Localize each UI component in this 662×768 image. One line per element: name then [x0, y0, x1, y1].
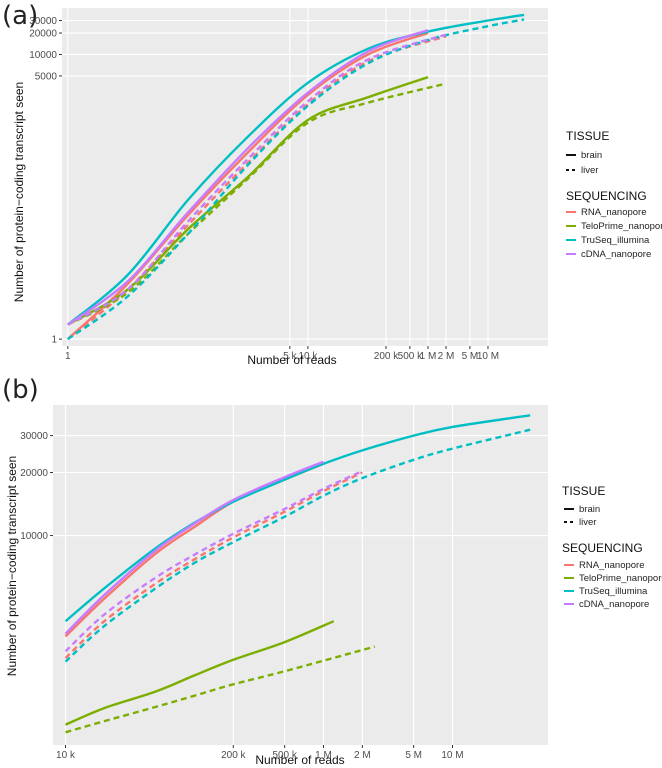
legend-truseq-label: TruSeq_illumina	[581, 235, 650, 246]
x-axis-title-a: Number of reads	[247, 353, 336, 367]
x-tick-label-a-7: 5 M	[462, 351, 479, 362]
series-line-a-truseq-illumina-brain	[67, 13, 525, 326]
series-line-a-cdna-nanopore-brain	[67, 28, 429, 326]
series-line-a-rna-nanopore-liver	[67, 35, 447, 341]
legend-cdna-label: cDNA_nanopore	[581, 249, 651, 260]
y-tick-label-a-0: 1	[51, 335, 57, 346]
legend-rna-label: RNA_nanopore	[581, 207, 647, 218]
x-tick-label-a-8: 10 M	[477, 351, 499, 362]
y-tick-label-a-4: 30000	[29, 16, 57, 27]
series-line-b-rna-nanopore-liver	[64, 471, 363, 659]
y-axis-title-b: Number of protein−coding transcript seen	[5, 456, 19, 676]
legend-brain-label: brain	[579, 504, 600, 515]
series-line-b-cdna-nanopore-liver	[64, 470, 363, 653]
series-line-a-rna-nanopore-brain	[66, 31, 429, 340]
legend-liver-label: liver	[581, 165, 598, 176]
legend-tissue-title: TISSUE	[562, 484, 605, 498]
x-tick-label-a-3: 200 k	[374, 351, 399, 362]
series-line-a-teloprime-nanopore-liver	[67, 82, 447, 326]
x-tick-label-b-3: 1 M	[315, 750, 332, 761]
x-tick-label-a-2: 10 k	[298, 351, 318, 362]
series-line-b-teloprime-nanopore-liver	[65, 645, 376, 734]
x-tick-label-b-0: 10 k	[56, 750, 76, 761]
legend-rna-label: RNA_nanopore	[579, 560, 645, 571]
x-tick-label-b-6: 10 M	[441, 750, 463, 761]
legend-liver-label: liver	[579, 517, 596, 528]
x-tick-label-a-6: 2 M	[438, 351, 455, 362]
legend-sequencing-title: SEQUENCING	[566, 189, 647, 203]
panel-b-label: (b)	[2, 375, 39, 405]
x-tick-label-b-4: 2 M	[354, 750, 371, 761]
y-tick-label-a-2: 10000	[29, 50, 57, 61]
y-tick-label-a-1: 5000	[35, 71, 58, 82]
y-axis-title-a: Number of protein−coding transcript seen	[12, 82, 26, 302]
plot-background-b	[53, 405, 548, 745]
legend-teloprime-label: TeloPrime_nanopore	[579, 573, 662, 584]
y-tick-label-b-2: 30000	[20, 431, 48, 442]
series-line-b-truseq-illumina-brain	[64, 414, 531, 623]
x-tick-label-a-4: 500 k	[398, 351, 423, 362]
x-tick-label-a-5: 1 M	[420, 351, 437, 362]
series-line-b-teloprime-nanopore-brain	[65, 620, 335, 726]
x-tick-label-b-5: 5 M	[405, 750, 422, 761]
legend-teloprime-label: TeloPrime_nanopore	[581, 221, 662, 232]
plot-background-a	[62, 8, 548, 346]
series-line-a-truseq-illumina-liver	[67, 18, 525, 341]
x-tick-label-a-1: 5 k	[283, 351, 297, 362]
legend-sequencing-title: SEQUENCING	[562, 541, 643, 555]
series-line-b-truseq-illumina-liver	[64, 428, 531, 663]
x-tick-label-a-0: 1	[65, 351, 71, 362]
y-tick-label-b-1: 20000	[20, 468, 48, 479]
x-tick-label-b-1: 200 k	[221, 750, 246, 761]
plot-panel-b: 10 k 200 k 500 k 1 M 2 M 5 M 10 M 10000 20000 300…	[20, 405, 548, 761]
x-tick-label-b-2: 500 k	[272, 750, 297, 761]
series-line-b-cdna-nanopore-brain	[64, 460, 324, 635]
y-tick-label-a-3: 20000	[29, 29, 57, 40]
series-line-a-cdna-nanopore-liver	[67, 33, 447, 326]
legend-tissue-title: TISSUE	[566, 129, 609, 143]
panel-a-label: (a)	[2, 1, 38, 31]
legend-brain-label: brain	[581, 150, 602, 161]
legend-cdna-label: cDNA_nanopore	[579, 599, 649, 610]
legend-panel-a: TISSUE brain liver SEQUENCING RNA_nanopo…	[566, 129, 662, 260]
legend-truseq-label: TruSeq_illumina	[579, 586, 648, 597]
y-tick-label-b-0: 10000	[20, 531, 48, 542]
x-axis-title-b: Number of reads	[255, 753, 344, 767]
legend-panel-b: TISSUE brain liver SEQUENCING RNA_nanopo…	[562, 484, 662, 610]
